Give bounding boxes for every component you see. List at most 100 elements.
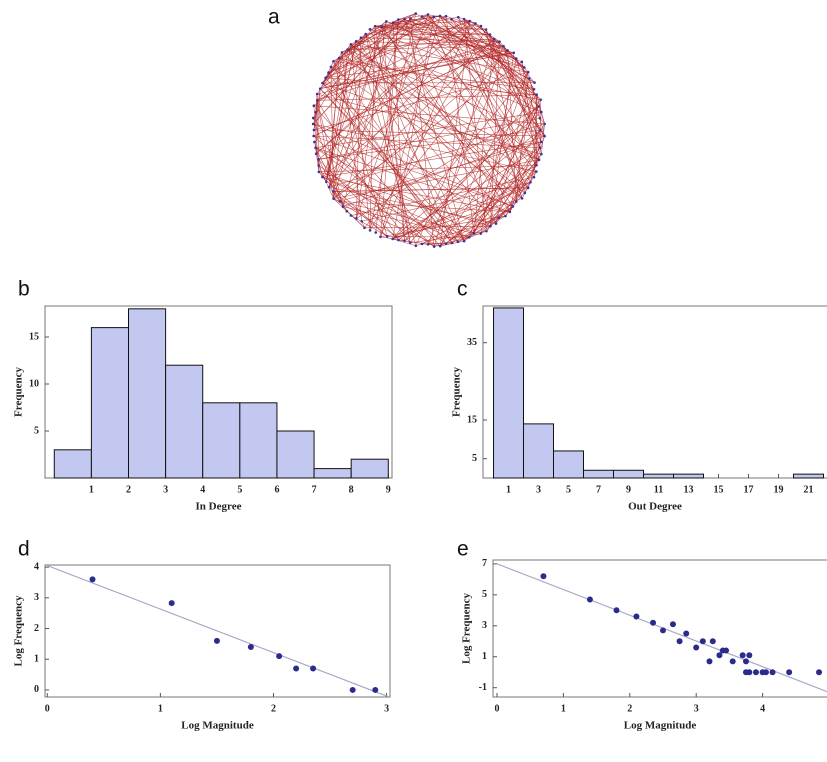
bar	[493, 307, 524, 479]
edge	[313, 100, 318, 131]
node	[332, 59, 335, 63]
node	[315, 92, 319, 96]
edge	[427, 14, 537, 166]
node	[438, 14, 442, 18]
node	[332, 197, 335, 200]
edge	[473, 106, 539, 234]
node	[368, 28, 372, 31]
edge	[315, 111, 542, 149]
edge	[316, 100, 334, 199]
node	[497, 216, 501, 219]
y-tick-label: 10	[29, 378, 39, 389]
edge	[312, 13, 416, 125]
node	[537, 158, 541, 162]
bar	[276, 430, 315, 479]
node	[474, 22, 477, 25]
y-tick-label: 7	[482, 558, 487, 569]
edge	[320, 16, 435, 89]
node	[535, 170, 538, 173]
edge	[342, 206, 470, 238]
edge	[313, 123, 537, 172]
edge	[313, 123, 514, 207]
node	[515, 200, 518, 203]
bar	[90, 327, 130, 479]
node	[414, 244, 418, 248]
edge	[485, 29, 541, 148]
edge	[317, 23, 476, 101]
node	[311, 116, 315, 120]
edge	[422, 15, 440, 17]
point	[540, 573, 547, 580]
x-tick-label: 7	[596, 484, 601, 495]
node	[317, 170, 321, 174]
y-tick-label: 3	[482, 620, 487, 631]
point	[699, 638, 706, 645]
edge	[318, 25, 482, 160]
edge	[495, 78, 530, 224]
node	[512, 51, 516, 55]
x-tick-label: 0	[45, 703, 50, 714]
point	[293, 665, 300, 672]
node	[317, 158, 320, 161]
node	[456, 15, 460, 19]
node	[373, 24, 377, 28]
edge	[347, 49, 497, 224]
bar	[523, 423, 554, 479]
edge	[339, 201, 510, 213]
edge	[415, 45, 504, 246]
node	[368, 229, 372, 232]
edge	[350, 176, 535, 216]
edge	[439, 99, 541, 247]
edge	[380, 20, 471, 237]
node	[485, 229, 488, 233]
node	[432, 15, 436, 19]
edge	[512, 187, 529, 207]
node	[456, 240, 460, 244]
edge	[409, 94, 537, 243]
edge	[326, 52, 343, 182]
edge	[541, 123, 545, 155]
node	[364, 32, 368, 36]
node	[533, 81, 536, 84]
node	[340, 51, 344, 54]
edge	[392, 238, 416, 247]
edge	[480, 58, 517, 234]
node	[539, 98, 542, 102]
edge	[318, 129, 541, 160]
node	[450, 18, 453, 21]
y-axis-label: Log Frequency	[461, 593, 473, 664]
bar	[53, 449, 92, 479]
point	[372, 686, 379, 693]
node	[355, 217, 358, 220]
point	[213, 637, 220, 644]
y-tick-label: 4	[34, 561, 39, 572]
edge	[328, 21, 387, 188]
node	[526, 70, 530, 74]
y-tick-label: 1	[482, 651, 487, 662]
y-tick-label: 15	[467, 414, 477, 425]
node	[420, 242, 424, 246]
point	[746, 669, 753, 676]
edge	[313, 117, 411, 243]
edge	[445, 159, 540, 245]
edge	[356, 40, 504, 47]
point	[739, 652, 746, 659]
point	[683, 630, 690, 637]
y-tick-label: 2	[34, 623, 39, 634]
x-tick-label: 6	[274, 484, 279, 495]
node	[312, 104, 316, 108]
point	[247, 643, 254, 650]
edge	[365, 33, 453, 244]
edge	[325, 61, 334, 78]
node	[462, 239, 466, 243]
bar	[793, 473, 824, 479]
x-tick-label: 19	[774, 484, 784, 495]
node	[535, 93, 538, 96]
node	[313, 140, 316, 144]
edge	[328, 58, 340, 188]
edge	[315, 18, 465, 155]
edge	[326, 44, 352, 182]
node	[359, 36, 363, 40]
bar	[239, 402, 278, 479]
y-tick-label: 5	[472, 453, 477, 464]
